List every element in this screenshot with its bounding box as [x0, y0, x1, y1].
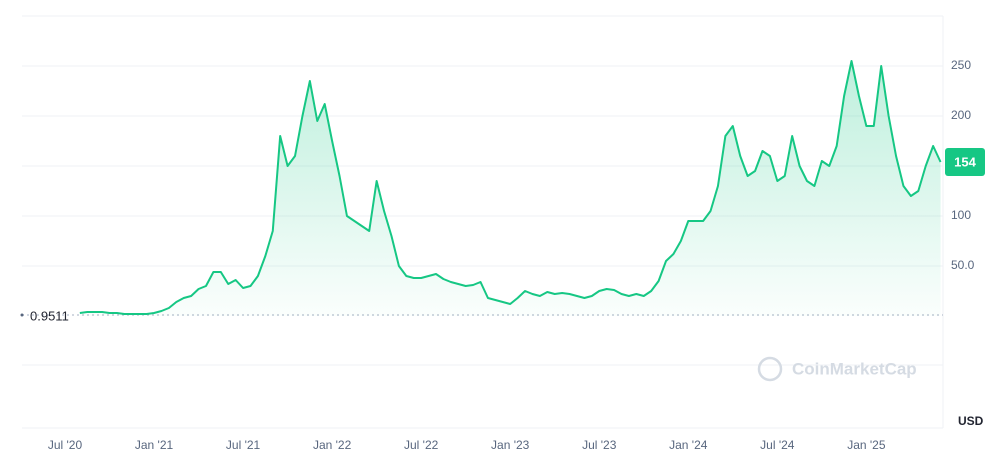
- price-line: [79, 60, 942, 315]
- y-tick-label: 100: [951, 208, 971, 222]
- x-tick-label: Jul '21: [226, 438, 261, 452]
- watermark-text: CoinMarketCap: [792, 359, 917, 378]
- start-price-dot: [20, 313, 24, 317]
- price-area: [79, 61, 941, 316]
- current-price-box: [945, 148, 985, 176]
- y-tick-label: 250: [951, 58, 971, 72]
- x-tick-label: Jan '25: [847, 438, 886, 452]
- current-price-tag: 154: [945, 148, 985, 176]
- x-tick-label: Jul '24: [760, 438, 795, 452]
- watermark: CoinMarketCap: [757, 356, 917, 382]
- watermark-logo: [757, 356, 783, 382]
- y-tick-label: 50.0: [951, 258, 975, 272]
- current-price-label: 154: [954, 154, 976, 169]
- x-tick-label: Jul '20: [48, 438, 83, 452]
- y-tick-label: 200: [951, 108, 971, 122]
- x-tick-label: Jan '24: [669, 438, 708, 452]
- x-tick-label: Jan '23: [491, 438, 530, 452]
- x-tick-label: Jan '22: [313, 438, 352, 452]
- x-tick-label: Jul '22: [404, 438, 439, 452]
- start-price-label: 0.9511: [30, 308, 69, 323]
- x-tick-label: Jul '23: [582, 438, 617, 452]
- currency-label: USD: [958, 414, 984, 428]
- x-tick-label: Jan '21: [135, 438, 174, 452]
